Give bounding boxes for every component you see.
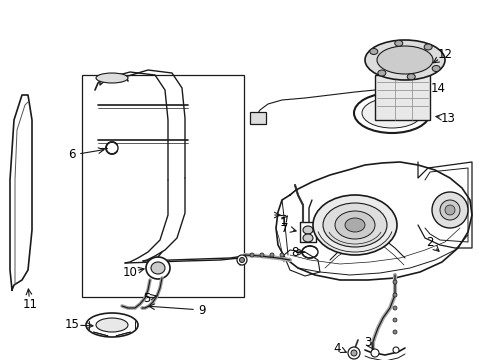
Ellipse shape (96, 318, 128, 332)
Text: 3: 3 (364, 336, 372, 348)
Ellipse shape (146, 257, 170, 279)
Text: 9: 9 (198, 303, 206, 316)
Ellipse shape (106, 142, 118, 154)
Ellipse shape (313, 195, 397, 255)
Text: 1: 1 (279, 216, 287, 229)
Ellipse shape (345, 218, 365, 232)
Ellipse shape (250, 253, 254, 257)
Text: 5: 5 (143, 292, 151, 305)
Ellipse shape (240, 257, 245, 262)
Ellipse shape (303, 226, 313, 234)
Ellipse shape (260, 253, 264, 257)
Ellipse shape (445, 205, 455, 215)
Text: 8: 8 (292, 246, 299, 258)
Ellipse shape (96, 73, 128, 83)
Ellipse shape (393, 280, 397, 284)
Bar (250, 112, 266, 124)
Ellipse shape (407, 74, 415, 80)
Ellipse shape (351, 350, 357, 356)
Ellipse shape (393, 330, 397, 334)
Ellipse shape (280, 253, 284, 257)
Ellipse shape (348, 347, 360, 359)
Ellipse shape (377, 46, 433, 74)
Ellipse shape (302, 246, 318, 258)
Ellipse shape (303, 234, 313, 242)
Ellipse shape (86, 313, 138, 337)
Ellipse shape (370, 49, 378, 54)
Bar (375, 75, 430, 120)
Ellipse shape (393, 293, 397, 297)
Ellipse shape (270, 253, 274, 257)
Ellipse shape (424, 44, 432, 50)
Text: 10: 10 (122, 266, 137, 279)
Bar (82, 75, 244, 297)
Text: 11: 11 (23, 298, 38, 311)
Ellipse shape (440, 200, 460, 220)
Ellipse shape (432, 66, 440, 72)
Ellipse shape (395, 40, 403, 46)
Ellipse shape (365, 40, 445, 80)
Ellipse shape (432, 192, 468, 228)
Text: 7: 7 (281, 221, 289, 234)
Ellipse shape (354, 93, 430, 133)
Ellipse shape (237, 255, 247, 265)
Text: 13: 13 (441, 112, 455, 125)
Ellipse shape (151, 262, 165, 274)
Text: 15: 15 (65, 319, 79, 332)
Ellipse shape (393, 306, 397, 310)
Ellipse shape (362, 98, 422, 128)
Ellipse shape (371, 349, 379, 357)
Ellipse shape (378, 70, 386, 76)
Text: 2: 2 (426, 237, 434, 249)
Text: 14: 14 (431, 81, 445, 94)
Ellipse shape (323, 203, 387, 247)
Text: 6: 6 (68, 148, 76, 162)
Text: 4: 4 (333, 342, 341, 355)
Ellipse shape (393, 347, 399, 353)
Ellipse shape (335, 211, 375, 239)
Ellipse shape (393, 318, 397, 322)
Text: 12: 12 (438, 49, 452, 62)
